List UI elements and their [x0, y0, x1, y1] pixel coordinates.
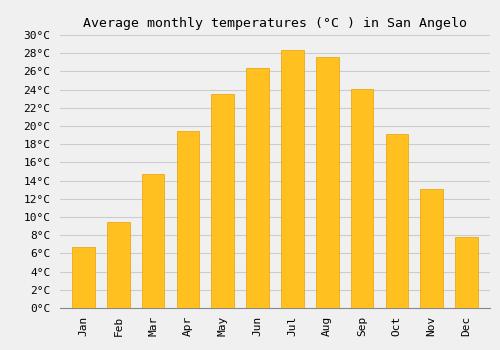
Bar	[386, 134, 408, 308]
Bar	[455, 237, 478, 308]
Bar	[107, 223, 130, 308]
Bar	[281, 50, 303, 308]
Title: Average monthly temperatures (°C ) in San Angelo: Average monthly temperatures (°C ) in Sa…	[83, 17, 467, 30]
Bar	[420, 189, 443, 308]
Bar	[142, 174, 165, 308]
Bar	[350, 89, 374, 308]
Bar	[246, 68, 269, 308]
Bar	[176, 132, 200, 308]
Bar	[72, 247, 95, 308]
Bar	[316, 57, 338, 308]
Bar	[212, 94, 234, 308]
